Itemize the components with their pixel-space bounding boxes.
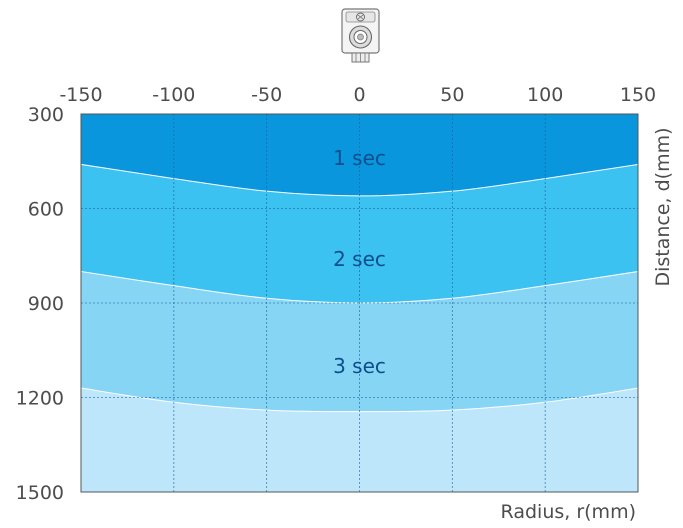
- zone-label-1: 1 sec: [333, 146, 386, 170]
- y-axis-title: Distance, d(mm): [652, 127, 674, 286]
- x-axis-title: Radius, r(mm): [501, 501, 636, 523]
- zone-label-2: 2 sec: [333, 247, 386, 271]
- plot-frame: [80, 113, 639, 493]
- x-tick-label: 0: [353, 84, 365, 106]
- x-tick-label: -50: [251, 84, 282, 106]
- y-tick-label: 1500: [16, 482, 64, 504]
- camera-sensor-icon: [341, 8, 380, 63]
- y-tick-label: 300: [28, 104, 64, 126]
- y-tick-label: 1200: [16, 388, 64, 410]
- y-tick-label: 600: [28, 199, 64, 221]
- x-tick-label: 100: [527, 84, 563, 106]
- x-tick-label: -150: [59, 84, 102, 106]
- y-tick-label: 900: [28, 293, 64, 315]
- zone-label-3: 3 sec: [333, 354, 386, 378]
- x-tick-label: 150: [620, 84, 656, 106]
- x-tick-label: 50: [440, 84, 464, 106]
- x-tick-label: -100: [152, 84, 195, 106]
